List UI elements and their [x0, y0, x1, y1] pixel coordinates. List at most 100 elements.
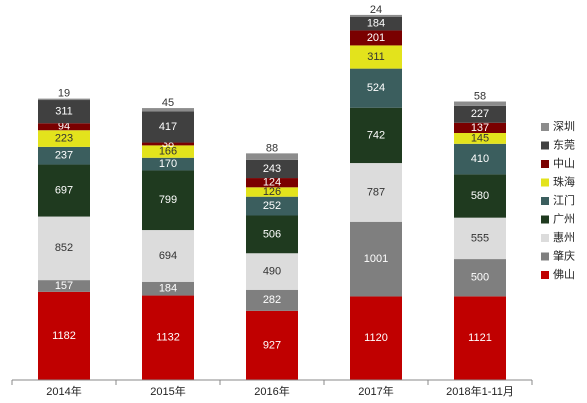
- data-label: 157: [55, 280, 73, 292]
- data-label: 852: [55, 242, 73, 254]
- data-label: 799: [159, 194, 177, 206]
- data-label: 223: [55, 132, 73, 144]
- data-label: 410: [471, 153, 489, 165]
- data-label: 927: [263, 339, 281, 351]
- data-label: 124: [263, 177, 281, 189]
- legend-swatch: [541, 123, 549, 131]
- data-label: 1182: [52, 330, 76, 342]
- bar-segment: [246, 187, 298, 197]
- bar-segment: [142, 145, 194, 158]
- data-label: 24: [370, 4, 382, 16]
- data-label: 88: [266, 142, 278, 154]
- data-label: 282: [263, 294, 281, 306]
- data-label: 555: [471, 232, 489, 244]
- bar-segment: [38, 98, 90, 101]
- data-label: 184: [159, 283, 177, 295]
- legend-swatch: [541, 252, 549, 261]
- bar-segment: [454, 101, 506, 106]
- bar-segment: [350, 68, 402, 108]
- data-label: 506: [263, 228, 281, 240]
- data-label: 1121: [468, 332, 492, 344]
- bar-segment: [38, 280, 90, 292]
- data-label: 252: [263, 200, 281, 212]
- bar-segment: [454, 122, 506, 133]
- bar-segment: [38, 291, 90, 380]
- bar-segment: [142, 295, 194, 380]
- bar-segment: [454, 217, 506, 260]
- legend-swatch: [541, 160, 549, 168]
- bar-segment: [350, 30, 402, 46]
- legend-label: 中山: [553, 157, 575, 170]
- data-label: 243: [263, 163, 281, 175]
- legend-label: 佛山: [553, 268, 575, 281]
- bar-segment: [38, 146, 90, 165]
- legend-swatch: [541, 197, 549, 205]
- data-label: 524: [367, 82, 385, 94]
- data-label: 500: [471, 272, 489, 284]
- data-label: 145: [471, 132, 489, 144]
- legend-label: 广州: [553, 212, 575, 225]
- bar-segment: [142, 281, 194, 296]
- data-label: 1001: [364, 253, 388, 265]
- x-tick-label: 2018年1-11月: [446, 384, 514, 398]
- bar-segment: [142, 230, 194, 282]
- bar-segment: [38, 100, 90, 124]
- data-label: 58: [474, 90, 486, 102]
- bar-segment: [246, 159, 298, 179]
- bar-segment: [454, 259, 506, 297]
- bar-segment: [246, 253, 298, 290]
- bar-segment: [38, 123, 90, 131]
- data-label: 311: [55, 106, 73, 118]
- bar-segment: [246, 178, 298, 188]
- bar-segment: [454, 143, 506, 175]
- bar-segment: [246, 289, 298, 311]
- legend-label: 珠海: [553, 174, 575, 188]
- data-label: 787: [367, 186, 385, 198]
- bar-segment: [350, 16, 402, 31]
- legend-swatch: [541, 215, 549, 224]
- data-label: 742: [367, 129, 385, 141]
- bar-segment: [142, 108, 194, 112]
- bar-segment: [350, 107, 402, 164]
- bar-segment: [142, 157, 194, 171]
- legend-label: 肇庆: [553, 248, 575, 262]
- data-label: 94: [58, 121, 70, 133]
- data-label: 417: [159, 121, 177, 133]
- legend-swatch: [541, 141, 549, 150]
- bar-segment: [142, 142, 194, 146]
- data-label: 697: [55, 184, 73, 196]
- bar-segment: [246, 196, 298, 216]
- bar-segment: [246, 310, 298, 380]
- bar-segment: [38, 130, 90, 147]
- data-label: 166: [159, 145, 177, 157]
- data-label: 137: [471, 122, 489, 134]
- bar-segment: [454, 105, 506, 123]
- legend-swatch: [541, 271, 549, 279]
- bar-segment: [350, 163, 402, 222]
- data-label: 311: [367, 51, 385, 63]
- bar-segment: [350, 296, 402, 380]
- bar-segment: [454, 296, 506, 380]
- data-label: 19: [58, 88, 70, 100]
- x-tick-label: 2017年: [358, 384, 393, 398]
- legend-swatch: [541, 178, 549, 187]
- legend-label: 江门: [553, 193, 575, 207]
- data-label: 1120: [364, 332, 388, 344]
- bar-segment: [142, 111, 194, 143]
- data-label: 201: [367, 32, 385, 44]
- bar-segment: [38, 216, 90, 281]
- data-label: 237: [55, 150, 73, 162]
- bar-segment: [38, 164, 90, 217]
- bar-segment: [350, 45, 402, 69]
- x-tick-label: 2015年: [150, 384, 185, 398]
- data-label: 227: [471, 108, 489, 120]
- data-label: 170: [159, 158, 177, 170]
- data-label: 184: [367, 17, 385, 29]
- data-label: 45: [162, 97, 174, 109]
- bar-segment: [246, 215, 298, 254]
- bar-segment: [246, 153, 298, 160]
- bar-segment: [350, 14, 402, 17]
- data-label: 1132: [156, 332, 180, 344]
- legend-label: 惠州: [553, 230, 575, 244]
